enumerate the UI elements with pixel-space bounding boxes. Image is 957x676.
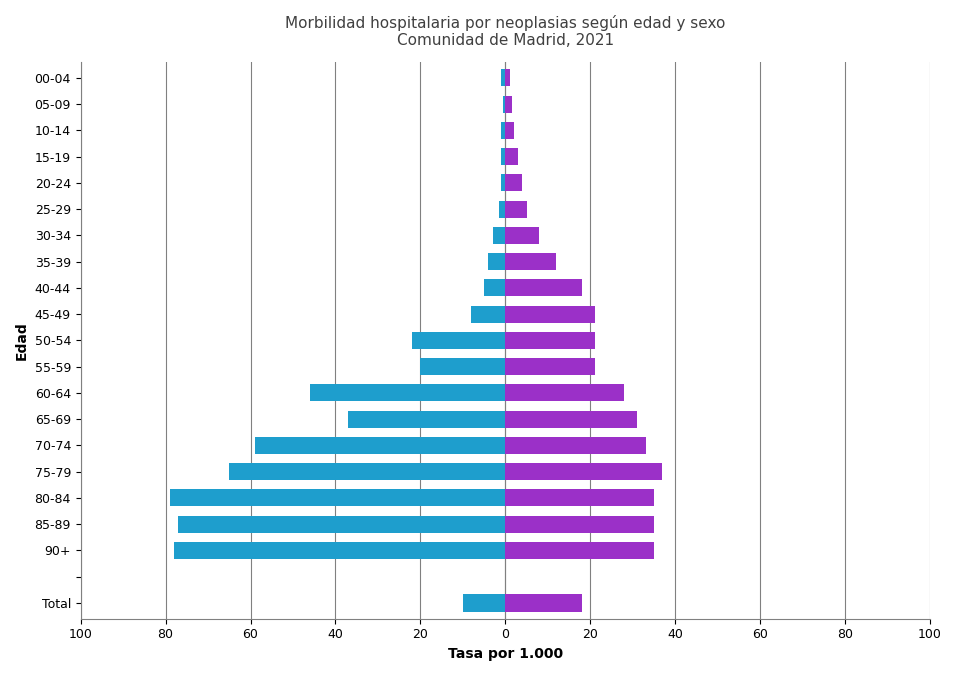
Bar bbox=[178, 516, 505, 533]
Bar bbox=[499, 201, 505, 218]
Bar bbox=[505, 358, 594, 375]
Bar bbox=[488, 253, 505, 270]
Bar bbox=[472, 306, 505, 322]
Bar bbox=[505, 542, 654, 559]
Bar bbox=[505, 385, 624, 402]
Bar bbox=[505, 594, 582, 612]
Bar bbox=[505, 516, 654, 533]
Title: Morbilidad hospitalaria por neoplasias según edad y sexo
Comunidad de Madrid, 20: Morbilidad hospitalaria por neoplasias s… bbox=[285, 15, 725, 49]
Bar bbox=[505, 201, 526, 218]
Bar bbox=[501, 174, 505, 191]
Bar bbox=[505, 463, 662, 480]
Bar bbox=[505, 227, 540, 244]
Bar bbox=[463, 594, 505, 612]
Bar bbox=[169, 489, 505, 506]
Bar bbox=[505, 410, 637, 428]
Bar bbox=[484, 279, 505, 296]
Y-axis label: Edad: Edad bbox=[15, 321, 29, 360]
Bar bbox=[503, 95, 505, 113]
Bar bbox=[505, 332, 594, 349]
Bar bbox=[505, 253, 556, 270]
Bar bbox=[420, 358, 505, 375]
Bar bbox=[505, 437, 646, 454]
Bar bbox=[505, 69, 510, 87]
Bar bbox=[230, 463, 505, 480]
Bar bbox=[310, 385, 505, 402]
Bar bbox=[412, 332, 505, 349]
Bar bbox=[505, 489, 654, 506]
Bar bbox=[493, 227, 505, 244]
Bar bbox=[255, 437, 505, 454]
Bar bbox=[505, 279, 582, 296]
Bar bbox=[501, 122, 505, 139]
Bar bbox=[501, 69, 505, 87]
Bar bbox=[174, 542, 505, 559]
Bar bbox=[505, 174, 523, 191]
Bar bbox=[505, 122, 514, 139]
Bar bbox=[505, 148, 518, 165]
Bar bbox=[505, 306, 594, 322]
Bar bbox=[348, 410, 505, 428]
Bar bbox=[505, 95, 512, 113]
Bar bbox=[501, 148, 505, 165]
X-axis label: Tasa por 1.000: Tasa por 1.000 bbox=[448, 647, 563, 661]
